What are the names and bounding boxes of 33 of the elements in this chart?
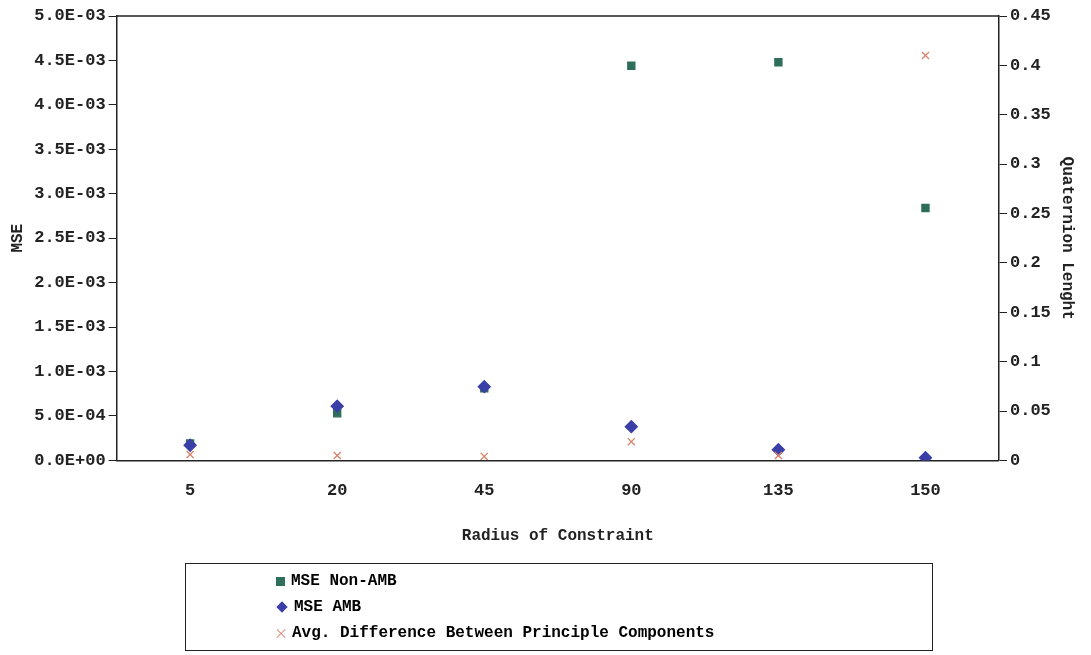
y-tick-label: 4.5E-03 [34, 50, 106, 70]
y2-tick-label: 0.45 [1009, 6, 1051, 26]
y2-tick-label: 0.05 [1009, 401, 1051, 421]
y-axis-title: MSE [8, 223, 27, 253]
y-tick-label: 2.0E-03 [34, 272, 106, 292]
y-tick-label: 1.5E-03 [34, 317, 106, 337]
x-tick-label: 5 [185, 480, 196, 500]
x-tick-label: 150 [910, 480, 941, 500]
x-tick-label: 20 [327, 480, 348, 500]
y-tick-label: 3.0E-03 [34, 184, 106, 204]
y2-axis-title: Quaternion Lenght [1058, 156, 1077, 320]
y2-tick-label: 0 [1009, 450, 1021, 470]
y-tick-label: 3.5E-03 [34, 139, 106, 159]
y2-tick-label: 0.25 [1009, 203, 1051, 223]
y2-tick-label: 0.2 [1009, 253, 1041, 273]
y-tick-label: 2.5E-03 [34, 228, 106, 248]
x-tick-label: 135 [763, 480, 794, 500]
y-tick-label: 5.0E-04 [34, 406, 106, 426]
y-tick-label: 0.0E+00 [34, 450, 106, 470]
x-tick-label: 90 [621, 480, 642, 500]
legend-label: MSE Non-AMB [291, 572, 397, 590]
y-tick-label: 5.0E-03 [34, 6, 106, 26]
y2-tick-label: 0.35 [1009, 105, 1051, 125]
legend-label: Avg. Difference Between Principle Components [292, 624, 715, 642]
y-tick-label: 1.0E-03 [34, 361, 106, 381]
y2-tick-label: 0.3 [1009, 154, 1041, 174]
x-tick-label: 45 [474, 480, 495, 500]
y2-tick-label: 0.1 [1009, 351, 1041, 371]
y2-tick-label: 0.15 [1009, 302, 1051, 322]
y-tick-label: 4.0E-03 [34, 95, 106, 115]
x-axis-title: Radius of Constraint [461, 527, 654, 546]
legend-label: MSE AMB [294, 598, 362, 616]
y2-tick-label: 0.4 [1009, 55, 1041, 75]
